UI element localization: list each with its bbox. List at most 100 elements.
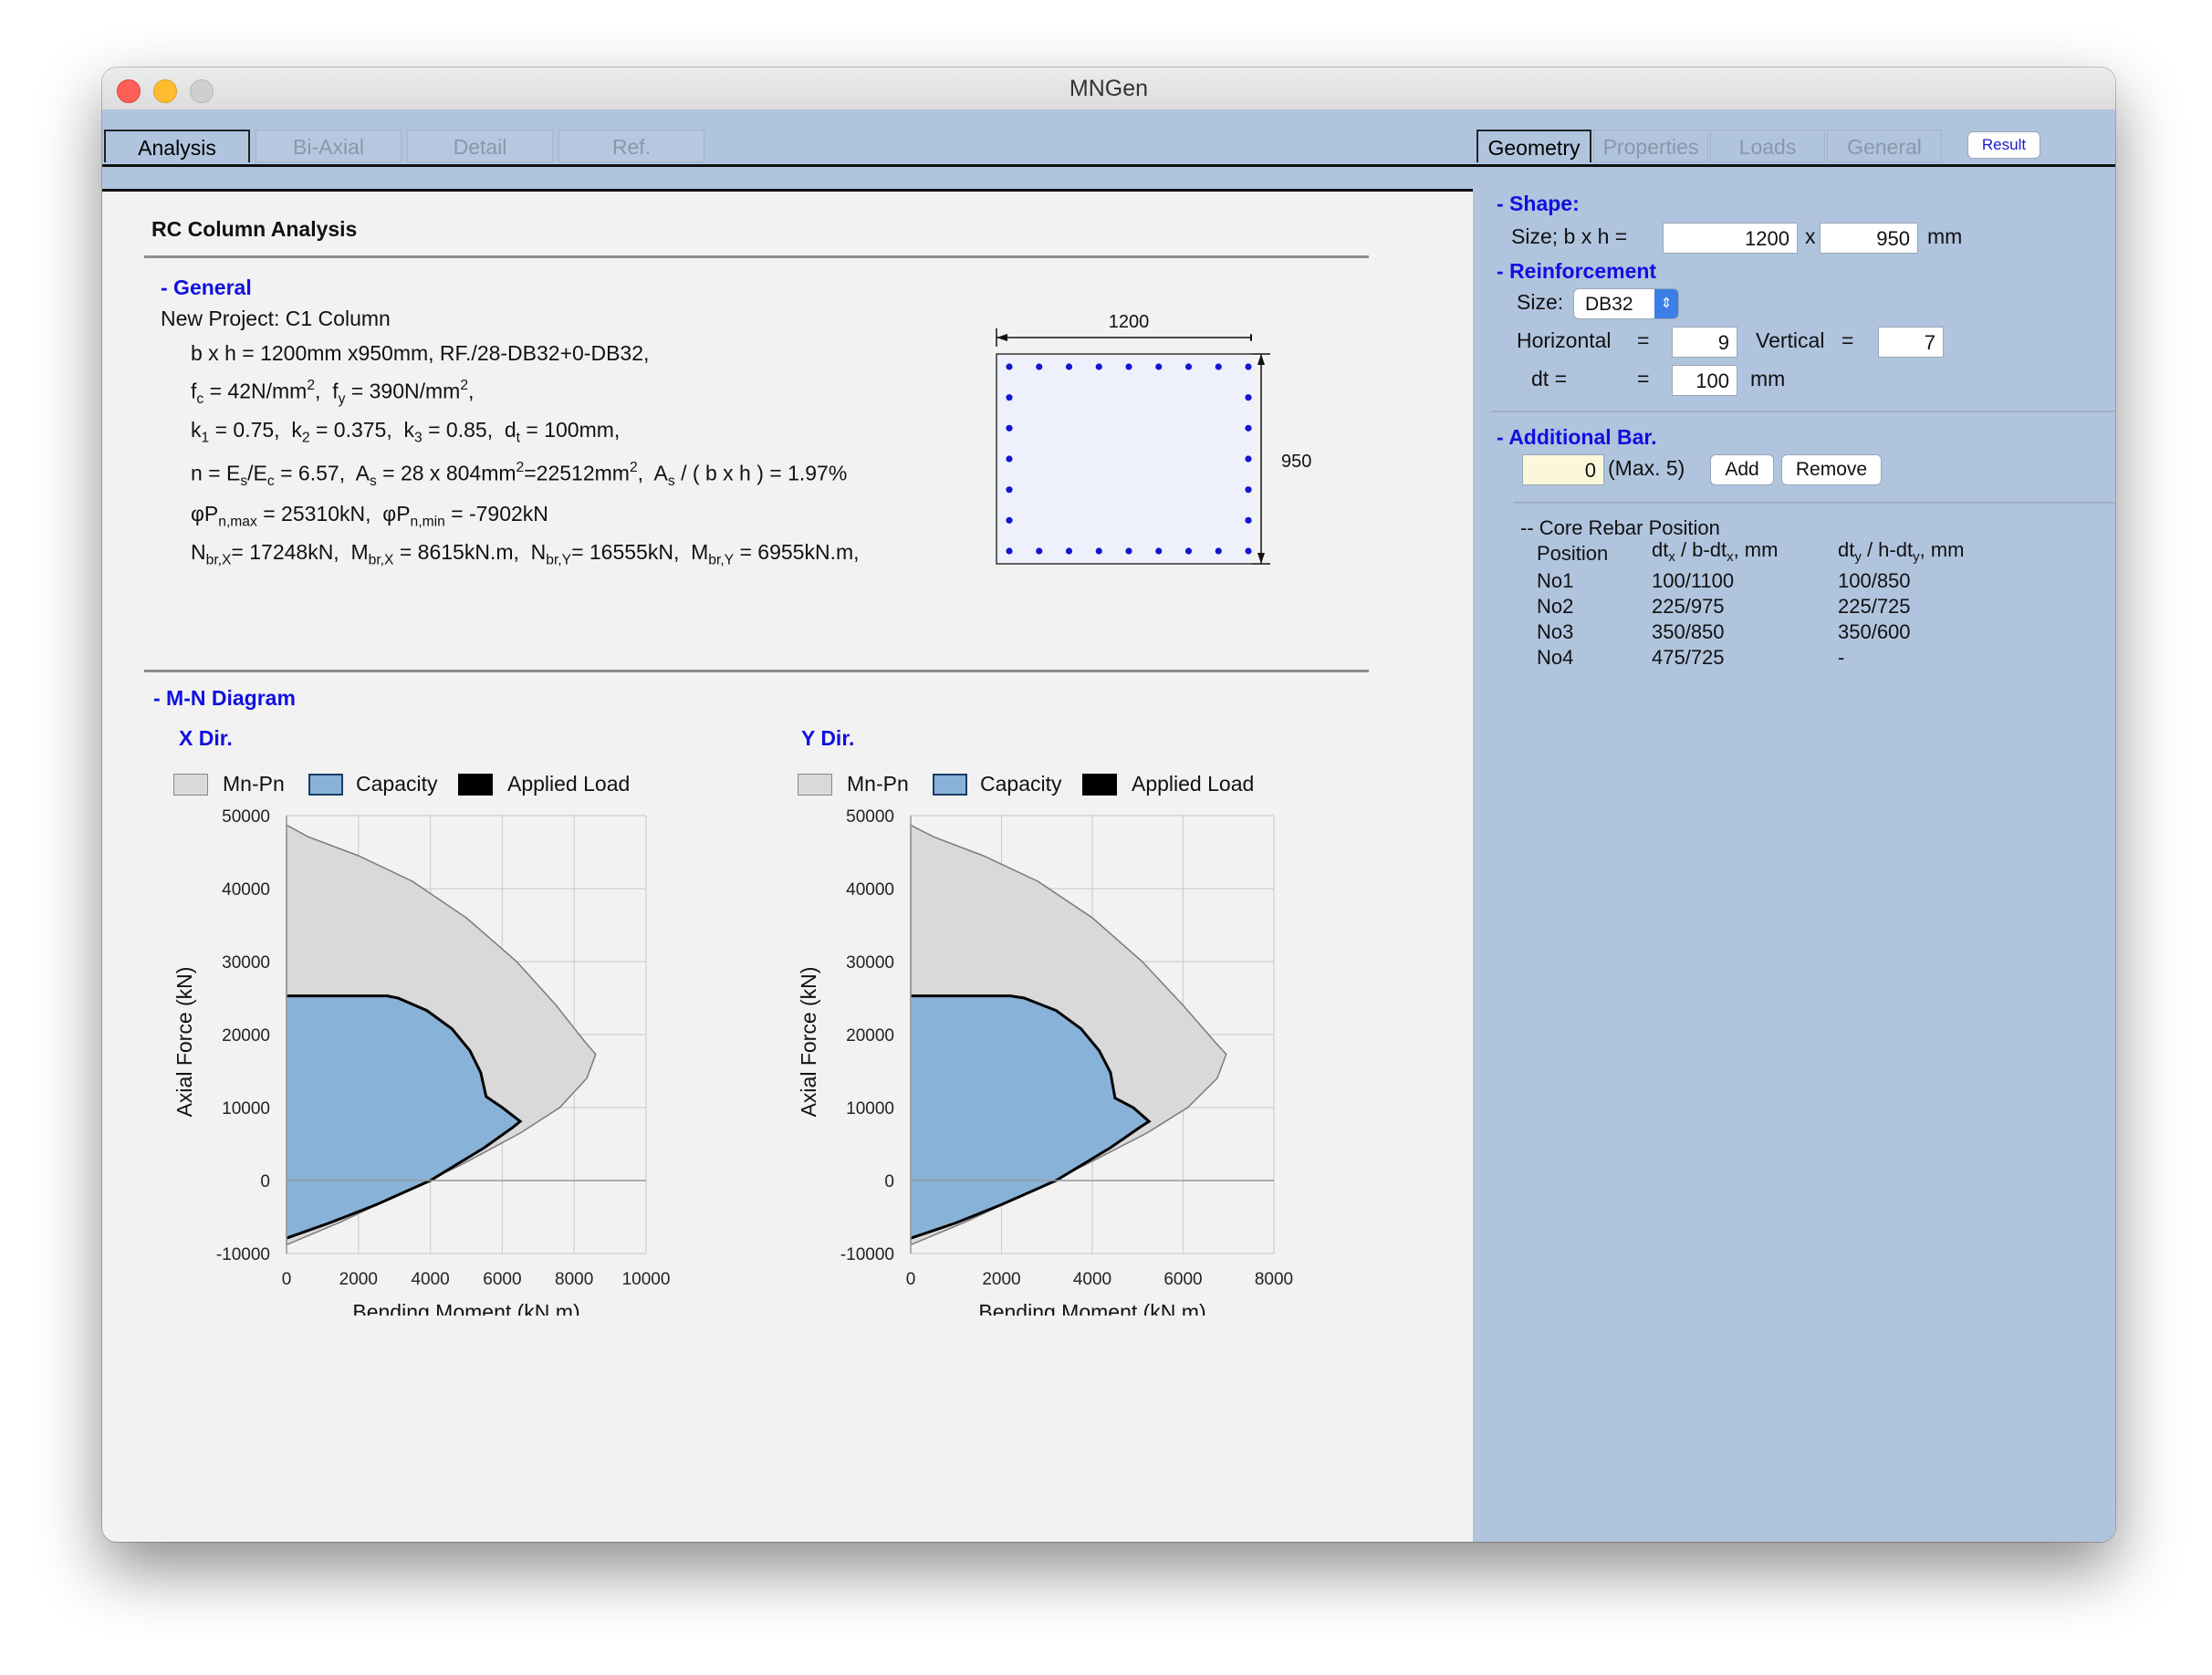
x-tick-label: 6000 (1163, 1270, 1202, 1289)
column-section (996, 353, 1252, 565)
rebar-dot (1006, 516, 1013, 524)
core-dtx-cell: 100/1100 (1652, 569, 1735, 592)
rebar-dot (1245, 394, 1252, 401)
legend-swatch-capacity (933, 774, 967, 796)
y-axis-title: Axial Force (kN) (797, 967, 820, 1118)
legend-label-capacity: Capacity (980, 772, 1062, 796)
rebar-dot (1006, 547, 1013, 555)
dim-arrow-bottom (1257, 553, 1265, 564)
rebar-dot (1065, 547, 1073, 555)
tab-detail[interactable]: Detail (407, 130, 553, 162)
core-dtx-cell: 225/975 (1652, 595, 1725, 618)
x-tick-label: 2000 (339, 1270, 378, 1289)
legend-swatch-applied-load (1082, 774, 1117, 796)
rebar-dot (1036, 547, 1043, 555)
dim-arrow-right (1250, 334, 1252, 341)
rebar-dot (1036, 363, 1043, 370)
x-axis-title: Bending Moment (kN.m) (352, 1300, 579, 1316)
tab-geometry[interactable]: Geometry (1476, 130, 1591, 162)
legend-label-mn-pn: Mn-Pn (223, 772, 285, 796)
legend-swatch-mn-pn (798, 774, 832, 796)
vertical-bars-input[interactable]: 7 (1878, 327, 1944, 358)
rebar-dot (1245, 547, 1252, 555)
bar-size-select[interactable]: DB32 ⇕ (1573, 288, 1679, 319)
rebar-dot (1245, 455, 1252, 463)
core-dty-cell: 350/600 (1838, 620, 1911, 643)
dt-unit: mm (1750, 367, 1786, 390)
legend-label-mn-pn: Mn-Pn (847, 772, 909, 796)
rebar-dot (1006, 424, 1013, 432)
rebar-dot (1006, 394, 1013, 401)
y-tick-label: 10000 (846, 1099, 894, 1118)
left-tab-bar: Analysis Bi-Axial Detail Ref. (102, 109, 1473, 192)
vertical-label: Vertical (1756, 328, 1825, 352)
rebar-dot (1006, 486, 1013, 494)
bar-size-value: DB32 (1585, 294, 1633, 315)
rebar-dot (1184, 547, 1193, 555)
y-tick-label: 30000 (222, 953, 270, 973)
core-rebar-header: -- Core Rebar Position (1520, 516, 1720, 539)
height-dimension-label: 950 (1281, 452, 1311, 472)
minimize-window-button[interactable] (153, 79, 177, 103)
height-h-input[interactable]: 950 (1820, 223, 1918, 254)
y-tick-label: 20000 (846, 1026, 894, 1046)
core-position-cell: No1 (1537, 569, 1574, 592)
tab-analysis[interactable]: Analysis (104, 130, 250, 162)
core-dty-cell: - (1838, 646, 1845, 669)
size-unit: mm (1927, 224, 1963, 248)
legend-swatch-capacity (308, 774, 343, 796)
section-divider (144, 670, 1369, 672)
horizontal-bars-input[interactable]: 9 (1672, 327, 1737, 358)
tab-general[interactable]: General (1827, 130, 1942, 162)
y-tick-label: 40000 (846, 880, 894, 900)
right-divider (1513, 502, 2115, 504)
analysis-pane: Analysis Bi-Axial Detail Ref. RC Column … (102, 109, 1473, 1542)
balanced-values: Nbr,X= 17248kN, Mbr,X = 8615kN.m, Nbr,Y=… (191, 540, 860, 568)
rebar-dot (1125, 363, 1132, 370)
rebar-dot (1006, 363, 1013, 370)
rebar-dot (1095, 547, 1102, 555)
x-tick-label: 4000 (411, 1270, 449, 1289)
steel-ratio: n = Es/Ec = 6.57, As = 28 x 804mm2=22512… (191, 460, 848, 489)
rebar-dot (1065, 363, 1073, 370)
column-header-dty: dty / h-dty, mm (1838, 538, 1965, 566)
x-dir-title: X Dir. (179, 726, 233, 750)
section-summary: b x h = 1200mm x950mm, RF./28-DB32+0-DB3… (191, 341, 650, 365)
legend-label-applied-load: Applied Load (507, 772, 631, 796)
right-tab-divider (1473, 164, 2115, 167)
tab-ref[interactable]: Ref. (558, 130, 704, 162)
app-window: MNGen Analysis Bi-Axial Detail Ref. RC C… (102, 68, 2115, 1542)
tab-bi-axial[interactable]: Bi-Axial (256, 130, 402, 162)
y-tick-label: 50000 (222, 807, 270, 827)
dt-input[interactable]: 100 (1672, 365, 1737, 396)
tab-loads[interactable]: Loads (1710, 130, 1825, 162)
width-b-input[interactable]: 1200 (1663, 223, 1798, 254)
tab-properties[interactable]: Properties (1593, 130, 1708, 162)
additional-bar-input[interactable]: 0 (1522, 454, 1604, 485)
vertical-equals: = (1842, 328, 1854, 352)
add-button[interactable]: Add (1710, 454, 1774, 485)
section-diagram: 1200 (996, 312, 1252, 565)
close-window-button[interactable] (117, 79, 141, 103)
x-tick-label: 0 (906, 1270, 916, 1289)
remove-button[interactable]: Remove (1781, 454, 1882, 485)
dim-arrow-top (1257, 354, 1265, 365)
input-pane: Geometry Properties Loads General Result… (1473, 109, 2115, 1542)
core-position-cell: No2 (1537, 595, 1574, 618)
project-name: New Project: C1 Column (161, 307, 391, 330)
rebar-dot (1245, 516, 1252, 524)
result-button[interactable]: Result (1967, 131, 2040, 159)
reinforcement-header: - Reinforcement (1497, 259, 1657, 283)
axial-capacity: φPn,max = 25310kN, φPn,min = -7902kN (191, 502, 548, 530)
max-label: (Max. 5) (1608, 456, 1685, 480)
rebar-group (1006, 363, 1252, 555)
legend-swatch-applied-load (458, 774, 493, 796)
chevron-updown-icon[interactable]: ⇕ (1654, 289, 1678, 318)
zoom-window-button[interactable] (190, 79, 214, 103)
y-tick-label: 40000 (222, 880, 270, 900)
series-capacity-area (287, 995, 521, 1239)
legend-swatch-mn-pn (173, 774, 208, 796)
legend-label-applied-load: Applied Load (1132, 772, 1255, 796)
series-capacity-outline (910, 994, 1152, 1240)
rebar-dot (1095, 363, 1102, 370)
